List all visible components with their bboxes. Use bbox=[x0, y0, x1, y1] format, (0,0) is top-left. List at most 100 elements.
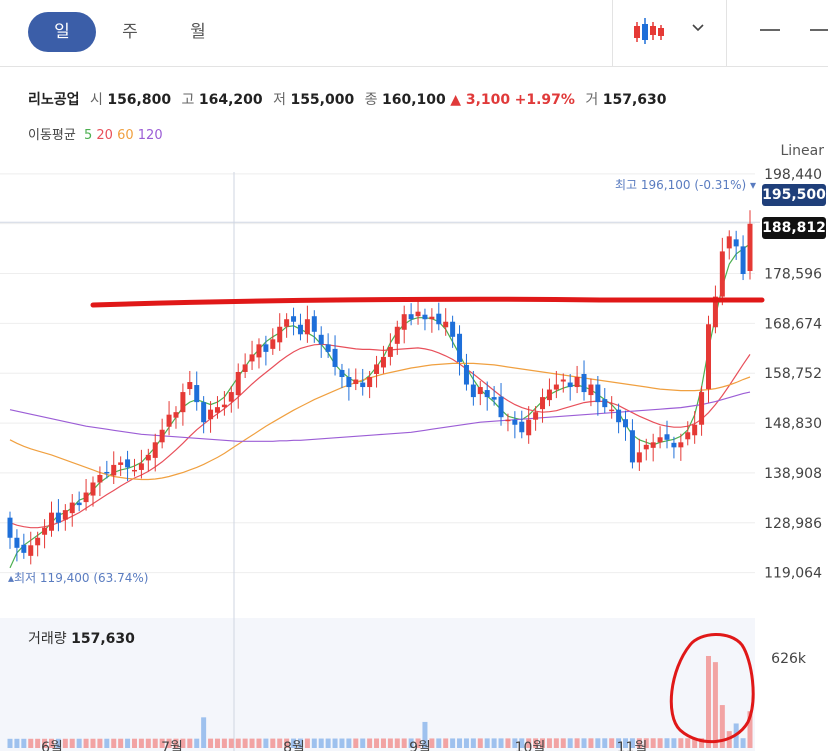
candle-body bbox=[636, 452, 642, 463]
minus-icon[interactable] bbox=[758, 22, 782, 38]
volume-bar bbox=[671, 738, 677, 748]
volume-bar bbox=[256, 738, 262, 748]
volume-bar bbox=[609, 738, 615, 748]
volume-bar bbox=[187, 738, 193, 748]
volume-bar bbox=[546, 738, 552, 748]
volume-axis-label: 626k bbox=[771, 651, 807, 667]
candle-body bbox=[291, 316, 297, 322]
minus-icon[interactable] bbox=[808, 22, 828, 38]
y-tick-label: 119,064 bbox=[764, 566, 822, 582]
volume-bar bbox=[159, 738, 165, 748]
toolbar-divider bbox=[612, 0, 613, 66]
volume-bar bbox=[567, 738, 573, 748]
current-price-tag: 195,500 bbox=[762, 184, 826, 206]
candle-body bbox=[332, 348, 338, 367]
volume-panel-title: 거래량 157,630 bbox=[28, 628, 135, 648]
candle-body bbox=[519, 421, 525, 433]
candle-body bbox=[62, 510, 68, 520]
volume-bar bbox=[166, 738, 172, 748]
candle-body bbox=[277, 326, 283, 343]
volume-bar bbox=[512, 738, 518, 748]
volume-bar bbox=[152, 738, 158, 748]
candle-body bbox=[567, 382, 573, 388]
moving-average-legend[interactable]: 이동평균 5 20 60 120 bbox=[28, 124, 163, 143]
volume-bar bbox=[284, 738, 290, 748]
top-toolbar: 일 주 월 bbox=[0, 0, 828, 67]
volume-label: 거 bbox=[585, 92, 599, 108]
low-label: 저 bbox=[273, 92, 286, 108]
candlestick-icon[interactable] bbox=[632, 16, 666, 48]
candle-body bbox=[194, 385, 200, 403]
volume-bar bbox=[339, 738, 345, 748]
volume-bar bbox=[526, 738, 532, 748]
volume-bar bbox=[450, 738, 456, 748]
volume-bar bbox=[76, 738, 82, 748]
x-tick-label: 8월 bbox=[283, 740, 305, 751]
volume-bar bbox=[194, 738, 200, 748]
candle-body bbox=[159, 429, 165, 443]
scale-label[interactable]: Linear bbox=[780, 143, 824, 159]
tab-daily[interactable]: 일 bbox=[28, 12, 96, 52]
volume-bar bbox=[505, 738, 511, 748]
volume-bar bbox=[498, 738, 504, 748]
volume-bar bbox=[678, 738, 684, 748]
volume-bar bbox=[463, 738, 469, 748]
candle-body bbox=[118, 462, 124, 465]
open-label: 시 bbox=[89, 92, 103, 108]
candle-body bbox=[69, 502, 75, 514]
candle-body bbox=[429, 316, 435, 320]
low-value: 155,000 bbox=[290, 92, 355, 108]
volume-bar bbox=[657, 738, 663, 748]
tab-monthly[interactable]: 월 bbox=[190, 22, 206, 42]
volume-bar bbox=[616, 738, 622, 748]
x-tick-label: 10월 bbox=[515, 740, 546, 751]
candle-body bbox=[228, 392, 234, 402]
candle-body bbox=[90, 482, 96, 496]
candle-body bbox=[699, 392, 705, 425]
candle-body bbox=[692, 424, 698, 436]
change-percent: +1.97% bbox=[514, 92, 575, 108]
candle-body bbox=[664, 434, 670, 440]
candle-body bbox=[408, 314, 414, 320]
candle-body bbox=[629, 430, 635, 463]
ma-5: 5 bbox=[83, 128, 93, 143]
candle-body bbox=[394, 326, 400, 344]
candle-body bbox=[560, 379, 566, 382]
candle-body bbox=[235, 371, 241, 396]
volume-bar bbox=[533, 738, 539, 748]
volume-bar bbox=[214, 738, 220, 748]
candle-body bbox=[581, 373, 587, 393]
y-tick-label: 158,752 bbox=[764, 366, 822, 382]
volume-bar bbox=[325, 738, 331, 748]
candle-body bbox=[609, 409, 615, 412]
volume-bar bbox=[104, 738, 110, 748]
volume-bar bbox=[138, 738, 144, 748]
volume-bar bbox=[457, 738, 463, 748]
chevron-down-icon[interactable] bbox=[690, 20, 706, 36]
candle-body bbox=[14, 537, 20, 548]
candle-body bbox=[284, 319, 290, 327]
candle-body bbox=[616, 409, 622, 423]
x-tick-label: 11월 bbox=[617, 740, 648, 751]
candle-body bbox=[35, 537, 41, 546]
candle-body bbox=[498, 396, 504, 418]
tab-weekly[interactable]: 주 bbox=[122, 22, 138, 42]
volume-bar bbox=[35, 738, 41, 748]
candle-body bbox=[450, 321, 456, 337]
volume-bar bbox=[602, 738, 608, 748]
candle-body bbox=[380, 356, 386, 368]
volume-bar bbox=[332, 738, 338, 748]
candle-body bbox=[152, 442, 158, 458]
volume-bar bbox=[83, 738, 89, 748]
candle-body bbox=[484, 390, 490, 398]
volume-bar bbox=[270, 738, 276, 748]
volume-bar bbox=[304, 738, 310, 748]
candle-body bbox=[249, 354, 255, 362]
candle-body bbox=[145, 454, 151, 461]
candle-body bbox=[491, 397, 497, 400]
volume-bar bbox=[249, 738, 255, 748]
volume-bar bbox=[719, 705, 725, 748]
moving-average-line-20 bbox=[9, 343, 751, 529]
volume-bar bbox=[733, 723, 739, 748]
volume-bar bbox=[7, 738, 13, 748]
